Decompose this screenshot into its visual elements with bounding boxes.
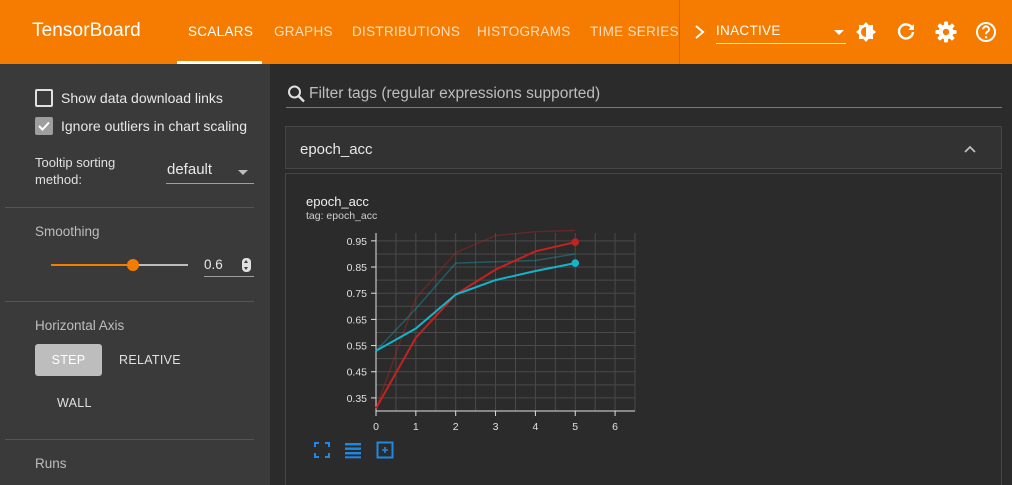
smoothing-value: 0.6 — [204, 257, 223, 272]
fullscreen-icon[interactable] — [313, 441, 331, 459]
tag-group-title: epoch_acc — [300, 141, 373, 158]
tooltip-sorting-label-cont: method: — [35, 172, 82, 187]
epoch-acc-chart[interactable]: 0.35 0.45 0.55 0.65 0.75 0.85 0.95 0 1 2 3 4 5 6 — [300, 225, 645, 440]
sidebar-content: Show data download links Ignore outliers… — [0, 64, 256, 485]
axis-relative-button[interactable]: RELATIVE — [119, 353, 181, 367]
tab-time-series[interactable]: TIME SERIES — [590, 24, 679, 39]
x-tick-label: 1 — [413, 421, 419, 433]
series-0-smoothed-line — [375, 241, 576, 409]
checkmark-icon — [38, 121, 50, 131]
divider — [5, 207, 254, 208]
x-tick-label: 0 — [373, 421, 379, 433]
smoothing-slider-thumb[interactable] — [127, 259, 140, 271]
x-tick-label: 3 — [493, 421, 499, 433]
y-tick-label: 0.85 — [347, 262, 368, 274]
series-0-last-point — [571, 238, 580, 246]
ignore-outliers-label[interactable]: Ignore outliers in chart scaling — [61, 118, 247, 134]
horizontal-axis-label: Horizontal Axis — [35, 318, 125, 333]
x-tick-label: 6 — [612, 421, 618, 433]
smoothing-slider[interactable] — [51, 264, 188, 266]
y-tick-label: 0.35 — [347, 393, 368, 405]
x-tick-label: 2 — [453, 421, 459, 433]
header-divider — [679, 0, 680, 64]
app-title[interactable]: TensorBoard — [32, 20, 141, 41]
x-tick-label: 4 — [532, 421, 538, 433]
smoothing-label: Smoothing — [35, 224, 100, 239]
search-icon — [288, 85, 305, 103]
tab-distributions[interactable]: DISTRIBUTIONS — [352, 24, 461, 39]
runs-label: Runs — [35, 456, 67, 471]
y-tick-label: 0.95 — [347, 236, 368, 248]
series-1-raw-line — [375, 253, 576, 352]
show-download-links-checkbox[interactable] — [35, 89, 53, 107]
tooltip-sorting-value: default — [167, 161, 213, 178]
y-tick-label: 0.75 — [347, 288, 368, 300]
chevron-up-icon[interactable] — [961, 140, 979, 158]
spinner-icon[interactable] — [242, 258, 251, 272]
tab-graphs[interactable]: GRAPHS — [274, 24, 333, 39]
help-icon[interactable] — [974, 20, 998, 44]
theme-toggle-icon[interactable] — [854, 20, 878, 44]
tab-scalars[interactable]: SCALARS — [188, 24, 254, 39]
chart-title: epoch_acc — [306, 194, 369, 209]
tooltip-sorting-label: Tooltip sorting — [35, 155, 116, 170]
sidebar: Show data download links Ignore outliers… — [0, 64, 270, 485]
axis-wall-button[interactable]: WALL — [57, 396, 92, 410]
plugin-status-select[interactable]: INACTIVE — [716, 20, 846, 44]
show-download-links-label[interactable]: Show data download links — [61, 90, 223, 106]
axis-step-button[interactable]: STEP — [35, 344, 102, 376]
series-1-last-point — [571, 259, 580, 267]
x-tick-label: 5 — [572, 421, 578, 433]
fit-domain-icon[interactable] — [376, 441, 394, 459]
tag-filter-placeholder: Filter tags (regular expressions support… — [309, 85, 601, 102]
divider — [5, 439, 254, 440]
ignore-outliers-checkbox[interactable] — [35, 117, 53, 135]
chart-tag: tag: epoch_acc — [306, 210, 378, 222]
refresh-icon[interactable] — [894, 20, 918, 44]
tag-group-header[interactable]: epoch_acc — [285, 126, 1002, 169]
top-app-bar: TensorBoard SCALARS GRAPHS DISTRIBUTIONS… — [0, 0, 1012, 64]
smoothing-slider-fill — [51, 264, 134, 266]
series-0-raw-line — [375, 229, 576, 409]
settings-icon[interactable] — [934, 20, 958, 44]
scrollbar[interactable] — [1007, 64, 1012, 485]
tooltip-sorting-select[interactable]: default — [166, 160, 254, 184]
series-1-smoothed-line — [375, 262, 576, 352]
chevron-right-icon[interactable] — [690, 20, 710, 44]
caret-down-icon — [238, 170, 248, 175]
divider — [5, 301, 254, 302]
caret-down-icon — [834, 30, 844, 35]
tag-filter-input[interactable]: Filter tags (regular expressions support… — [286, 82, 1002, 108]
y-tick-label: 0.45 — [347, 367, 368, 379]
y-tick-label: 0.65 — [347, 314, 368, 326]
smoothing-input[interactable]: 0.6 — [204, 253, 254, 277]
toggle-log-scale-icon[interactable] — [344, 441, 362, 459]
active-tab-indicator — [177, 61, 262, 64]
y-tick-label: 0.55 — [347, 341, 368, 353]
plugin-status-value: INACTIVE — [716, 23, 781, 38]
chart-card — [285, 173, 1002, 485]
tab-histograms[interactable]: HISTOGRAMS — [477, 24, 571, 39]
